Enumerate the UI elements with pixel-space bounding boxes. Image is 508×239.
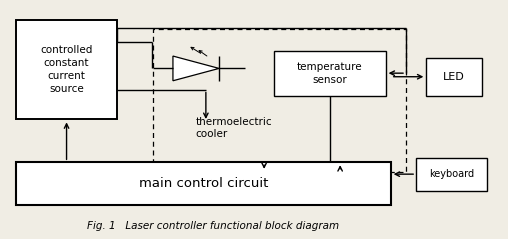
Text: LED: LED — [443, 72, 465, 82]
Bar — [274, 51, 386, 96]
Polygon shape — [173, 56, 219, 81]
Text: Fig. 1   Laser controller functional block diagram: Fig. 1 Laser controller functional block… — [87, 221, 339, 231]
Text: controlled
constant
current
source: controlled constant current source — [40, 45, 93, 94]
Bar — [153, 29, 406, 172]
Bar — [416, 158, 487, 191]
Text: temperature
sensor: temperature sensor — [297, 62, 363, 85]
Bar — [16, 162, 391, 205]
Bar — [16, 20, 117, 120]
Text: main control circuit: main control circuit — [139, 177, 268, 190]
Bar — [426, 58, 482, 96]
Text: thermoelectric
cooler: thermoelectric cooler — [196, 117, 272, 139]
Text: keyboard: keyboard — [429, 169, 474, 179]
